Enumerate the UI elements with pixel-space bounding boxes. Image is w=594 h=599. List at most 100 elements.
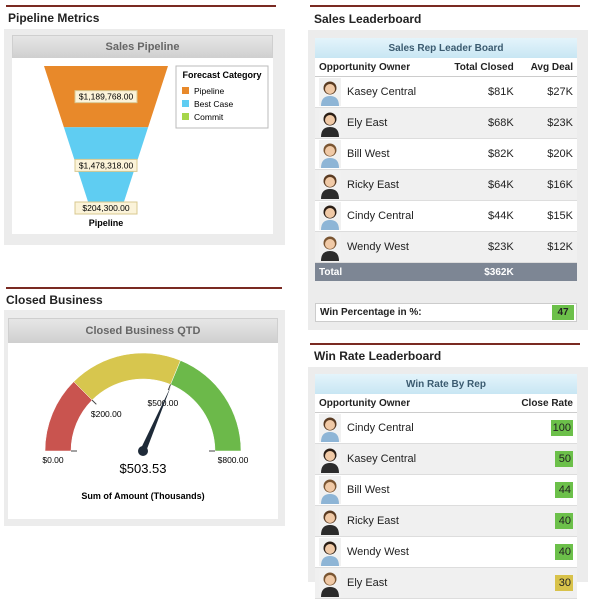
avatar-body (321, 220, 339, 230)
rule (310, 5, 580, 7)
close-rate: 50 (555, 451, 573, 467)
cell-text: Bill West (347, 147, 390, 160)
total-label: Total (319, 266, 343, 278)
legend-swatch (182, 100, 189, 107)
legend-box (175, 65, 269, 129)
winrate-table: Win Rate By Rep Opportunity Owner Close Ra… (315, 374, 577, 599)
cell: $16K (517, 169, 577, 201)
gauge-needle (140, 386, 171, 453)
tick-label: $0.00 (42, 455, 64, 465)
cell-text: $64K (487, 179, 514, 191)
close-rate: 40 (555, 544, 573, 560)
table-row: Wendy West 40 (315, 536, 577, 568)
title-row: Sales Rep Leader Board (315, 38, 577, 58)
close-rate: 40 (555, 513, 573, 529)
table-title: Sales Rep Leader Board (315, 38, 577, 58)
cell-text: $81K (487, 86, 514, 98)
cell-text: $16K (547, 179, 573, 191)
cell-text: $23K (547, 117, 573, 129)
cell: $12K (517, 231, 577, 263)
rule (6, 287, 282, 289)
table-row: Ricky East $64K $16K (315, 169, 577, 201)
cell: $23K (517, 107, 577, 139)
legend-swatch (182, 87, 189, 94)
tick-label: $200.00 (91, 409, 122, 419)
column-header: Close Rate (482, 394, 577, 413)
cell-text: $20K (547, 148, 573, 160)
axis-label: Sum of Amount (Thousands) (81, 491, 204, 501)
owner: Kasey Central (347, 452, 417, 465)
avatar (319, 507, 341, 535)
table-title: Win Rate By Rep (315, 374, 577, 394)
table-row: Cindy Central 100 (315, 412, 577, 444)
heading: Closed Business (6, 293, 103, 307)
value: 47 (552, 305, 574, 320)
cell: $27K (517, 76, 577, 108)
close-rate: 100 (550, 420, 573, 436)
chart-title: Sales Pipeline (12, 35, 273, 58)
heading: Win Rate Leaderboard (314, 349, 442, 363)
table-row: Ricky East 40 (315, 505, 577, 537)
avatar-face (325, 115, 335, 125)
avatar-face (325, 482, 335, 492)
avatar-body (321, 96, 339, 106)
avatar-body (321, 525, 339, 535)
avatar-body (321, 251, 339, 261)
column-header: Avg Deal (517, 58, 577, 77)
cell-text: $68K (487, 117, 514, 129)
avatar-face (325, 208, 335, 218)
cell: Kasey Central (315, 443, 483, 475)
cell-text: $23K (487, 241, 514, 253)
cell: Cindy Central (315, 200, 439, 232)
tick-mark (91, 399, 97, 405)
cell: $64K (438, 169, 518, 201)
avatar (319, 414, 341, 442)
cell: Kasey Central (315, 76, 439, 108)
cell: 40 (482, 505, 577, 537)
cell: 30 (482, 567, 577, 599)
label-bg (74, 90, 138, 104)
table-row: Bill West $82K $20K (315, 138, 577, 170)
cell: Bill West (315, 138, 439, 170)
avatar (319, 538, 341, 566)
avatar-face (325, 420, 335, 430)
needle-hub (138, 446, 148, 456)
avatar-body (321, 432, 339, 442)
close-rate: 44 (555, 482, 573, 498)
cell: Cindy Central (315, 412, 483, 444)
avatar-body (321, 189, 339, 199)
table-row: Kasey Central 50 (315, 443, 577, 475)
avatar (319, 476, 341, 504)
heading: Pipeline Metrics (8, 11, 100, 25)
value-label: $204,300.00 (82, 203, 130, 213)
cell: $44K (438, 200, 518, 232)
cell: $82K (438, 138, 518, 170)
avatar-body (321, 556, 339, 566)
value-label: $1,478,318.00 (79, 160, 134, 170)
cell: $68K (438, 107, 518, 139)
owner: Cindy Central (347, 421, 414, 434)
cell: $15K (517, 200, 577, 232)
avatar (319, 109, 341, 137)
tick-mark (167, 384, 172, 391)
cell-text: $82K (487, 148, 514, 160)
table-row: Bill West 44 (315, 474, 577, 506)
legend-swatch (182, 113, 189, 120)
cell-text: $15K (547, 210, 573, 222)
avatar (319, 569, 341, 597)
page: Dashboard {"pipeline_metrics": {"heading… (4, 5, 588, 599)
gauge-chart: Sum of Amount (Thousands) $0.00 $200.00 $5… (8, 343, 278, 519)
title-row: Win Rate By Rep (315, 374, 577, 394)
close-rate: 30 (555, 575, 573, 591)
rule (310, 343, 580, 345)
avatar (319, 140, 341, 168)
tick-label: $800.00 (218, 455, 249, 465)
total-row: Total $362K (315, 262, 577, 281)
cell: $23K (438, 231, 518, 263)
cell-text: $27K (547, 86, 573, 98)
legend-title: Forecast Category (182, 70, 261, 80)
avatar-body (321, 494, 339, 504)
table-row: Ely East $68K $23K (315, 107, 577, 139)
body: Pipeline Metrics Sales Pipeline Forecast… (4, 5, 588, 599)
owner: Ely East (347, 576, 388, 589)
